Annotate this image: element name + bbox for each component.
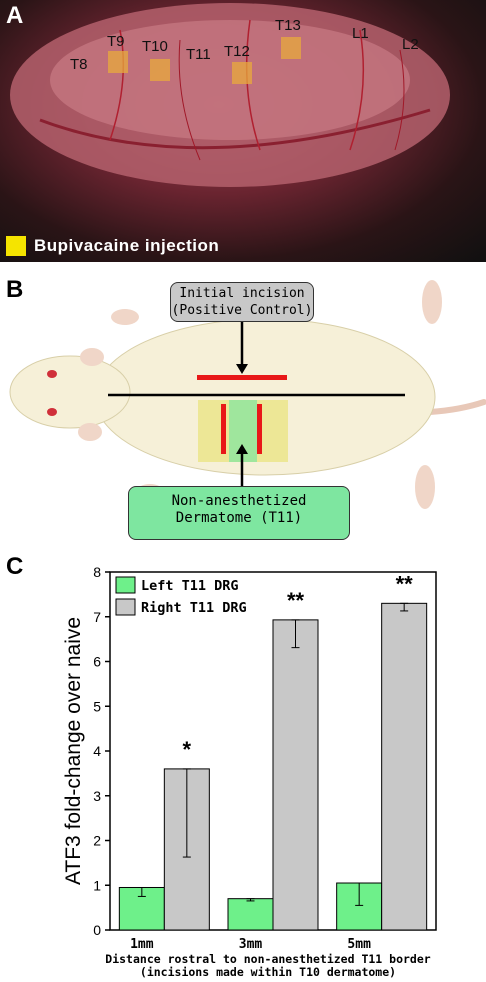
callout-non-anesthetized-dermatome: Non-anesthetized Dermatome (T11) [128,486,350,540]
surgical-field-illustration [10,3,450,187]
significance-marker: ** [287,588,305,613]
segment-label-t12: T12 [224,43,250,60]
segment-label-t10: T10 [142,38,168,55]
panel-b-letter: B [6,276,24,303]
y-tick-label: 2 [93,833,101,849]
x-tick-label: 5mm [347,937,371,952]
x-tick-label: 3mm [239,937,263,952]
segment-label-l1: L1 [352,25,369,42]
segment-label-l2: L2 [402,36,419,53]
y-tick-label: 0 [93,922,101,938]
y-tick-label: 6 [93,654,101,670]
segment-label-t8: T8 [70,56,88,73]
y-tick-label: 5 [93,698,101,714]
injection-legend-swatch [6,236,26,256]
injection-marker-t9 [108,51,128,73]
x-tick-label: 1mm [130,937,154,952]
callout-dermatome-line2: Dermatome (T11) [175,510,303,526]
initial-incision [197,375,287,380]
injection-marker-t10 [150,59,170,81]
bar [227,898,274,931]
injection-marker-t13 [281,37,301,59]
x-axis-label: Distance rostral to non-anesthetized T11… [105,952,430,966]
segment-label-t11: T11 [186,46,211,63]
significance-marker: * [183,737,192,762]
panel-b-rat-diagram: B Initial incision (Positive Control) [0,262,486,547]
y-axis-label: ATF3 fold-change over naive [62,617,85,885]
legend-swatch [115,576,136,594]
left-incision [221,404,226,454]
y-tick-label: 7 [93,609,101,625]
legend-label: Left T11 DRG [141,578,239,594]
x-axis-label: (incisions made within T10 dermatome) [140,965,396,979]
panel-a-letter: A [6,2,24,29]
legend-label: Right T11 DRG [141,600,247,616]
injection-legend: Bupivacaine injection [6,236,219,256]
panel-c-chart: C 0 1 2 3 4 5 6 7 8 ATF3 fold-change over naive * 1… [0,547,486,982]
injection-legend-label: Bupivacaine injection [34,236,220,255]
panel-c-letter: C [6,553,24,580]
bar [381,602,428,931]
y-tick-label: 8 [93,564,101,580]
segment-label-t9: T9 [107,33,125,50]
y-tick-label: 4 [93,743,101,759]
y-tick-label: 3 [93,788,101,804]
bar [272,619,319,931]
segment-label-t13: T13 [275,17,301,34]
callout-initial-incision: Initial incision (Positive Control) [170,282,314,322]
callout-initial-incision-line2: (Positive Control) [171,303,313,318]
rat-illustration [9,280,486,509]
panel-a-surgical-photo: A T8 T9 T10 T11 T12 T13 L1 L2 Bupivacain… [0,0,486,262]
right-incision [257,404,262,454]
callout-initial-incision-line1: Initial incision [179,286,305,301]
callout-dermatome-line1: Non-anesthetized [171,493,307,509]
legend-swatch [115,598,136,616]
y-tick-label: 1 [93,877,101,893]
atf3-bar-chart: 0 1 2 3 4 5 6 7 8 ATF3 fold-change over naive * 1mm… [62,564,437,979]
injection-marker-t12 [232,62,252,84]
significance-marker: ** [396,571,414,596]
